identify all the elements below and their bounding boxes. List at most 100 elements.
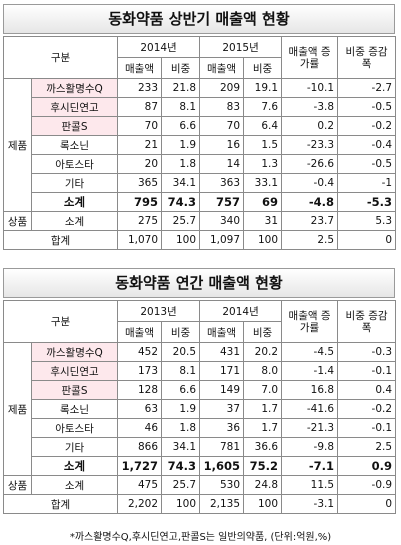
cell-g: -26.6	[281, 154, 339, 174]
cell-p2: 1.5	[243, 135, 283, 155]
table-row: 기타 365 34.1 363 33.1 -0.4 -1	[4, 173, 397, 193]
row-name: 아토스타	[30, 418, 119, 438]
header-group: 구분	[2, 36, 119, 79]
cell-p1: 8.1	[161, 97, 201, 117]
cell-c: 0	[337, 230, 397, 250]
table-row: 소계 795 74.3 757 69 -4.8 -5.3	[4, 192, 397, 212]
cell-s1: 365	[117, 173, 163, 193]
cell-p2: 75.2	[243, 456, 283, 476]
cell-c: -2.7	[337, 78, 397, 98]
row-name: 소계	[30, 211, 119, 231]
group-goods: 상품	[3, 475, 32, 495]
table-row: 상품 소계 475 25.7 530 24.8 11.5 -0.9	[3, 475, 397, 495]
cell-s2: 781	[199, 437, 245, 457]
cell-g: -3.1	[281, 494, 339, 514]
table2: 구분 2013년 2014년 매출액 증가률 비중 증감폭 매출액 비중 매출액 비중 제품 까스활…	[2, 300, 397, 514]
table-row: 제품 까스활명수Q 233 21.8 209 19.1 -10.1 -2.7	[3, 78, 397, 212]
cell-s2: 1,097	[199, 230, 245, 250]
cell-g: -4.8	[281, 192, 339, 212]
cell-p2: 7.6	[243, 97, 283, 117]
header-year-a: 2014년	[117, 36, 201, 58]
row-name: 록소닌	[30, 135, 119, 155]
cell-g: 16.8	[281, 380, 339, 400]
cell-s1: 475	[117, 475, 163, 495]
cell-s1: 233	[117, 78, 163, 98]
cell-p2: 69	[243, 192, 283, 212]
cell-p1: 8.1	[161, 361, 201, 381]
table-row: 록소닌 63 1.9 37 1.7 -41.6 -0.2	[4, 399, 397, 419]
row-name: 기타	[30, 173, 119, 193]
row-name: 까스활명수Q	[30, 78, 119, 98]
cell-g: -9.8	[281, 437, 339, 457]
cell-p2: 36.6	[243, 437, 283, 457]
table-row: 기타 866 34.1 781 36.6 -9.8 2.5	[4, 437, 397, 457]
cell-p1: 1.8	[161, 418, 201, 438]
header-row: 구분 2013년 2014년 매출액 증가률 비중 증감폭	[2, 300, 397, 343]
header-share-b: 비중	[243, 57, 283, 79]
row-name: 후시딘연고	[30, 97, 119, 117]
table-row: 합계 2,202 100 2,135 100 -3.1 0	[2, 494, 397, 514]
row-name: 후시딘연고	[30, 361, 119, 381]
cell-p1: 100	[161, 230, 201, 250]
cell-s2: 16	[199, 135, 245, 155]
cell-s1: 128	[117, 380, 163, 400]
cell-s2: 431	[199, 342, 245, 362]
header-growth: 매출액 증가률	[281, 36, 339, 79]
header-row: 구분 2014년 2015년 매출액 증가률 비중 증감폭	[2, 36, 397, 79]
cell-g: -0.4	[281, 173, 339, 193]
row-name: 소계	[30, 475, 119, 495]
cell-g: -1.4	[281, 361, 339, 381]
cell-p1: 100	[161, 494, 201, 514]
cell-p2: 1.7	[243, 399, 283, 419]
row-name: 아토스타	[30, 154, 119, 174]
cell-s1: 46	[117, 418, 163, 438]
cell-p2: 20.2	[243, 342, 283, 362]
cell-g: -41.6	[281, 399, 339, 419]
cell-c: -0.1	[337, 418, 397, 438]
table-row: 록소닌 21 1.9 16 1.5 -23.3 -0.4	[4, 135, 397, 155]
table-row: 판콜S 128 6.6 149 7.0 16.8 0.4	[4, 380, 397, 400]
table-row: 후시딘연고 87 8.1 83 7.6 -3.8 -0.5	[4, 97, 397, 117]
cell-s2: 2,135	[199, 494, 245, 514]
cell-s1: 452	[117, 342, 163, 362]
header-year-b: 2015년	[199, 36, 283, 58]
cell-g: 0.2	[281, 116, 339, 136]
cell-c: -0.5	[337, 97, 397, 117]
cell-c: -0.2	[337, 116, 397, 136]
row-name: 소계	[30, 192, 119, 212]
cell-s2: 530	[199, 475, 245, 495]
cell-s2: 340	[199, 211, 245, 231]
cell-p1: 74.3	[161, 192, 201, 212]
group-total: 합계	[2, 230, 119, 250]
cell-s1: 70	[117, 116, 163, 136]
cell-p1: 74.3	[161, 456, 201, 476]
cell-g: -10.1	[281, 78, 339, 98]
cell-g: 23.7	[281, 211, 339, 231]
cell-c: 0.4	[337, 380, 397, 400]
cell-p2: 100	[243, 494, 283, 514]
cell-s1: 1,727	[117, 456, 163, 476]
cell-s2: 149	[199, 380, 245, 400]
cell-s1: 21	[117, 135, 163, 155]
row-name: 소계	[30, 456, 119, 476]
cell-s1: 1,070	[117, 230, 163, 250]
cell-g: -21.3	[281, 418, 339, 438]
group-goods: 상품	[3, 211, 32, 231]
table-row: 상품 소계 275 25.7 340 31 23.7 5.3	[3, 211, 397, 231]
group-products: 제품	[3, 78, 32, 212]
header-sales-b: 매출액	[199, 321, 245, 343]
cell-p2: 33.1	[243, 173, 283, 193]
cell-c: 5.3	[337, 211, 397, 231]
row-name: 록소닌	[30, 399, 119, 419]
cell-s2: 363	[199, 173, 245, 193]
header-share-a: 비중	[161, 57, 201, 79]
cell-g: -23.3	[281, 135, 339, 155]
cell-p2: 1.3	[243, 154, 283, 174]
table-row: 판콜S 70 6.6 70 6.4 0.2 -0.2	[4, 116, 397, 136]
cell-s2: 1,605	[199, 456, 245, 476]
cell-s1: 795	[117, 192, 163, 212]
cell-s2: 14	[199, 154, 245, 174]
cell-s2: 37	[199, 399, 245, 419]
cell-p1: 25.7	[161, 211, 201, 231]
cell-p2: 19.1	[243, 78, 283, 98]
